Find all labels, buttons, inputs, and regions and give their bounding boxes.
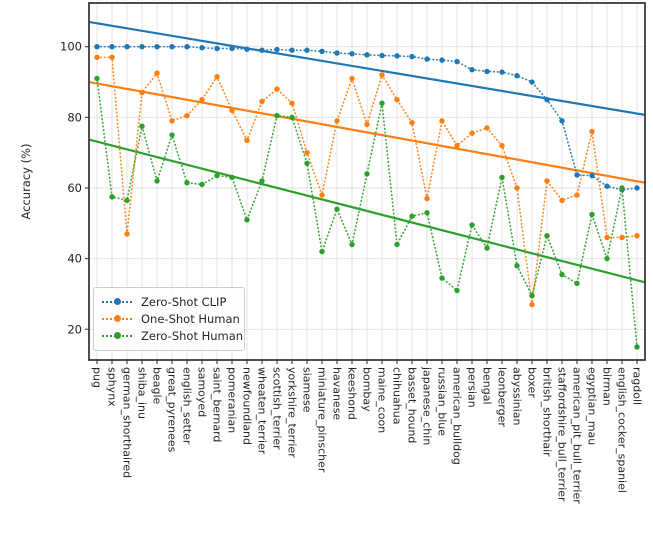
svg-text:japanese_chin: japanese_chin: [420, 366, 433, 445]
svg-text:american_bulldog: american_bulldog: [450, 367, 463, 465]
svg-text:staffordshire_bull_terrier: staffordshire_bull_terrier: [555, 367, 568, 502]
svg-text:pug: pug: [90, 367, 103, 388]
legend-item-one-shot-human: One-Shot Human: [102, 310, 240, 327]
svg-text:scottish_terrier: scottish_terrier: [270, 367, 283, 450]
legend-marker-zero-shot-human: [102, 331, 132, 341]
legend-marker-zero-shot-clip: [102, 297, 132, 307]
svg-text:boxer: boxer: [525, 367, 538, 398]
svg-text:60: 60: [67, 181, 82, 195]
trend-line: [88, 138, 646, 284]
svg-text:english_setter: english_setter: [180, 367, 193, 445]
svg-text:40: 40: [67, 252, 82, 266]
svg-text:abyssinian: abyssinian: [510, 367, 523, 426]
svg-text:chihuahua: chihuahua: [390, 367, 403, 424]
svg-text:bengal: bengal: [480, 367, 493, 405]
svg-text:german_shorthaired: german_shorthaired: [120, 367, 133, 478]
svg-text:bombay: bombay: [360, 367, 373, 412]
svg-text:sphynx: sphynx: [105, 367, 118, 407]
svg-text:keeshond: keeshond: [345, 367, 358, 420]
svg-text:british_shorthair: british_shorthair: [540, 367, 553, 457]
legend-marker-one-shot-human: [102, 314, 132, 324]
svg-text:russian_blue: russian_blue: [435, 367, 448, 436]
svg-text:shiba_inu: shiba_inu: [135, 367, 148, 419]
svg-text:newfoundland: newfoundland: [240, 367, 253, 445]
trend-line: [88, 80, 646, 184]
trend-line: [88, 20, 646, 116]
x-tick-labels: pug sphynx german_shorthaired shiba_inu beag…: [90, 366, 643, 504]
svg-text:wheaten_terrier: wheaten_terrier: [255, 367, 268, 455]
y-tick-labels: 20 40 60 80 100: [60, 40, 82, 337]
svg-text:ragdoll: ragdoll: [630, 367, 643, 405]
svg-text:yorkshire_terrier: yorkshire_terrier: [285, 367, 298, 458]
svg-text:egyptian_mau: egyptian_mau: [585, 367, 598, 445]
svg-text:beagle: beagle: [150, 367, 163, 405]
series-zero-shot-clip: [94, 44, 640, 193]
legend-item-zero-shot-human: Zero-Shot Human: [102, 328, 243, 345]
svg-text:basset_hound: basset_hound: [405, 367, 418, 443]
svg-text:80: 80: [67, 110, 82, 124]
chart-legend: Zero-Shot CLIP One-Shot Human Zero-Shot …: [93, 287, 245, 351]
svg-text:saint_bernard: saint_bernard: [210, 367, 223, 442]
svg-text:pomeranian: pomeranian: [225, 367, 238, 433]
legend-label: One-Shot Human: [141, 311, 240, 326]
svg-text:leonberger: leonberger: [495, 367, 508, 427]
legend-item-zero-shot-clip: Zero-Shot CLIP: [102, 293, 236, 310]
svg-text:siamese: siamese: [300, 367, 313, 413]
trend-lines: [88, 20, 646, 284]
svg-text:100: 100: [60, 40, 82, 54]
svg-text:birman: birman: [600, 367, 613, 406]
svg-text:havanese: havanese: [330, 367, 343, 420]
svg-text:persian: persian: [465, 367, 478, 408]
svg-text:maine_coon: maine_coon: [375, 367, 388, 433]
svg-text:great_pyrenees: great_pyrenees: [165, 367, 178, 453]
svg-text:samoyed: samoyed: [195, 367, 208, 417]
svg-text:american_pit_bull_terrier: american_pit_bull_terrier: [570, 367, 583, 504]
legend-label: Zero-Shot CLIP: [141, 294, 227, 309]
series-one-shot-human: [94, 54, 640, 308]
legend-label: Zero-Shot Human: [141, 329, 244, 344]
y-axis-label: Accuracy (%): [19, 143, 33, 219]
svg-text:english_cocker_spaniel: english_cocker_spaniel: [615, 367, 628, 493]
ticks: [85, 46, 638, 364]
series-zero-shot-human: [94, 75, 640, 350]
svg-text:20: 20: [67, 322, 82, 336]
svg-text:miniature_pinscher: miniature_pinscher: [315, 367, 328, 473]
